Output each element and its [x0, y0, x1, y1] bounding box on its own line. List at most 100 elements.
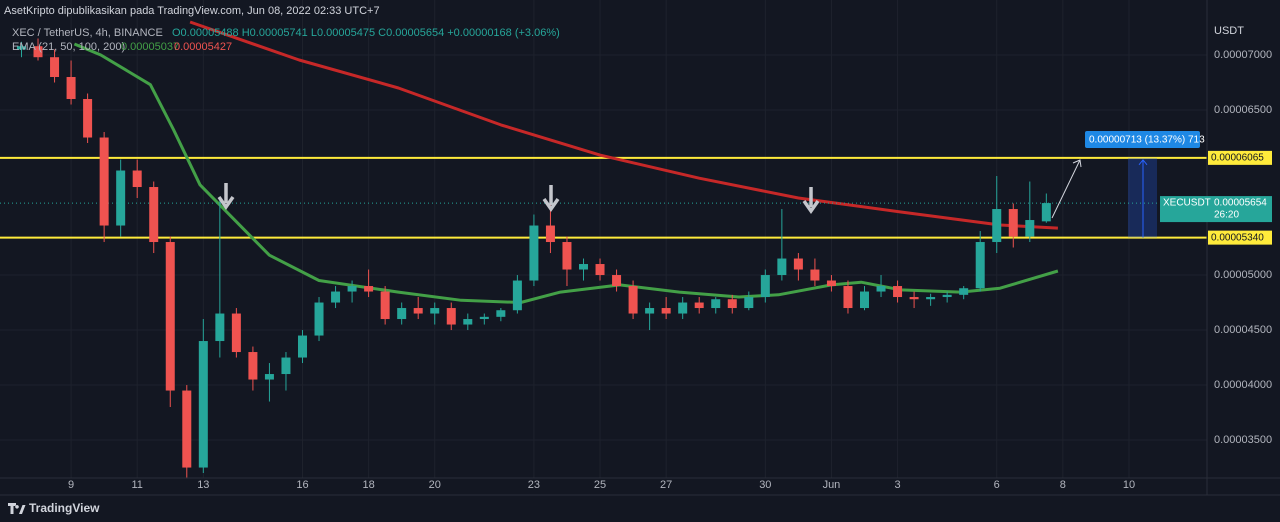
candle-body — [364, 286, 374, 292]
candle-body — [512, 280, 522, 311]
x-tick-label: 30 — [759, 479, 771, 491]
ema-line — [189, 20, 1058, 230]
down-arrow — [542, 185, 560, 213]
candle-body — [16, 46, 26, 50]
down-arrow — [802, 187, 820, 215]
measure-label: 0.00000713 (13.37%) 713 — [1089, 135, 1205, 146]
candle-body — [744, 297, 754, 309]
candle-body — [380, 291, 390, 320]
annotations — [217, 159, 1082, 219]
x-tick-label: 23 — [528, 479, 540, 491]
candle-body — [66, 77, 76, 100]
candles — [16, 38, 1051, 479]
indicator-value: 0.00005037 — [121, 41, 179, 53]
candle-body — [975, 242, 985, 289]
x-tick-label: 3 — [895, 479, 901, 491]
candle-body — [264, 374, 274, 380]
publisher: AsetKripto dipublikasikan pada TradingVi… — [4, 5, 380, 17]
candle-body — [595, 264, 605, 276]
candle-body — [876, 286, 886, 292]
candle-body — [694, 302, 704, 309]
ohlc: O0.00005488 H0.00005741 L0.00005475 C0.0… — [172, 27, 560, 39]
measure-arrow — [1138, 159, 1148, 238]
x-tick-label: 20 — [429, 479, 441, 491]
candle-body — [992, 209, 1002, 243]
candle-body — [661, 308, 671, 314]
last-price-name: XECUSDT — [1163, 198, 1211, 209]
candle-body — [793, 258, 803, 270]
candle-body — [545, 225, 555, 243]
level-label: 0.00005340 — [1211, 232, 1264, 243]
candle-body — [1008, 209, 1018, 237]
x-tick-label: 6 — [994, 479, 1000, 491]
y-tick-label: 0.00003500 — [1214, 434, 1272, 446]
x-tick-label: Jun — [823, 479, 841, 491]
countdown: 26:20 — [1214, 210, 1239, 221]
candle-body — [463, 319, 473, 325]
x-tick-label: 11 — [131, 479, 142, 491]
candle-body — [843, 286, 853, 309]
candle-body — [430, 308, 440, 314]
candle-body — [83, 99, 93, 138]
measure-tag — [1085, 131, 1200, 148]
x-tick-label: 8 — [1060, 479, 1066, 491]
candle-body — [149, 187, 159, 243]
candle-body — [760, 275, 770, 298]
candle-body — [645, 308, 655, 314]
candle-body — [612, 275, 622, 287]
level-tag — [1208, 230, 1272, 245]
candle-body — [529, 225, 539, 281]
last-price-tag — [1160, 196, 1272, 223]
candle-body — [727, 299, 737, 309]
y-tick-label: 0.00006500 — [1214, 104, 1272, 116]
candle-body — [1041, 203, 1051, 222]
candle-body — [397, 308, 407, 320]
candle-body — [1025, 220, 1035, 237]
x-tick-label: 18 — [362, 479, 374, 491]
candle-body — [248, 352, 258, 380]
projection-arrow — [1051, 159, 1082, 219]
candle-body — [314, 302, 324, 336]
last-price-label: 0.00005654 — [1214, 198, 1267, 209]
indicator: EMA (21, 50, 100, 200) — [12, 41, 125, 53]
candle-body — [132, 170, 142, 188]
x-tick-label: 9 — [68, 479, 74, 491]
candle-body — [711, 299, 721, 309]
symbol: XEC / TetherUS, 4h, BINANCE — [12, 27, 163, 39]
candle-body — [777, 258, 787, 276]
candle-body — [215, 313, 225, 342]
candle-body — [860, 291, 870, 309]
y-tick-label: 0.00004000 — [1214, 379, 1272, 391]
y-unit: USDT — [1214, 25, 1244, 37]
level-label: 0.00006065 — [1211, 153, 1264, 164]
candle-body — [165, 242, 175, 391]
candle-body — [182, 390, 192, 468]
candle-body — [496, 310, 506, 317]
down-arrow — [217, 183, 235, 211]
candle-body — [926, 297, 936, 300]
indicator-value: 0.00005427 — [174, 41, 232, 53]
y-tick-label: 0.00005000 — [1214, 269, 1272, 281]
candle-body — [942, 294, 952, 298]
candle-body — [198, 341, 208, 468]
candle-body — [331, 291, 341, 303]
candle-body — [909, 297, 919, 300]
candle-body — [446, 308, 456, 325]
candle-body — [33, 46, 43, 58]
x-tick-label: 16 — [296, 479, 308, 491]
candle-body — [413, 308, 423, 314]
brand: TradingView — [29, 501, 100, 515]
level-tag — [1208, 150, 1272, 165]
candle-body — [810, 269, 820, 281]
candle-body — [959, 288, 969, 295]
candle-body — [479, 316, 489, 320]
candle-body — [116, 170, 126, 226]
candle-body — [281, 357, 291, 375]
y-tick-label: 0.00004500 — [1214, 324, 1272, 336]
candle-body — [347, 286, 357, 292]
candle-body — [297, 335, 307, 358]
candle-body — [231, 313, 241, 353]
